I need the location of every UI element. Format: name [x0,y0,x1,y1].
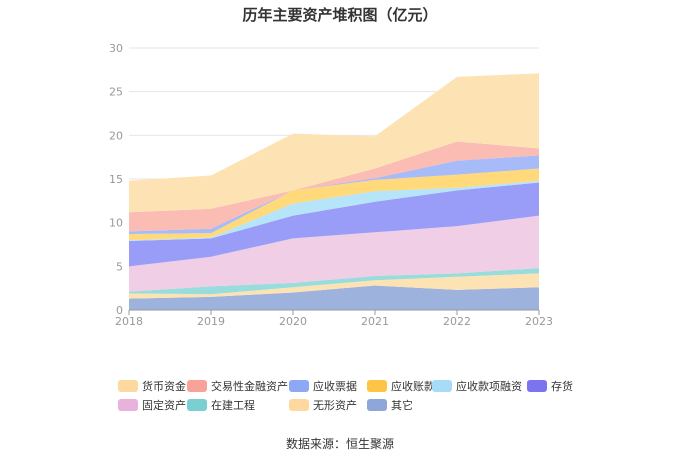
legend-item[interactable]: 应收款项融资 [432,379,522,393]
legend-item[interactable]: 其它 [367,398,413,412]
area-series-8[interactable] [129,141,539,232]
y-tick-label: 0 [116,304,123,317]
chart-title: 历年主要资产堆积图（亿元） [242,6,437,24]
x-tick-label: 2022 [443,315,471,328]
area-series-7[interactable] [129,155,539,235]
area-series-1[interactable] [129,273,539,299]
legend-label: 交易性金融资产 [211,379,288,393]
y-tick-label: 10 [109,217,123,230]
y-tick-label: 25 [109,86,123,99]
area-series-6[interactable] [129,168,539,241]
area-series-0[interactable] [129,285,539,310]
area-series-4[interactable] [129,182,539,267]
y-tick-label: 30 [109,42,123,55]
legend-swatch [367,399,387,411]
legend-swatch [118,399,138,411]
x-tick-label: 2023 [525,315,553,328]
axes: 0 5 10 15 20 25 30 2018 2019 2020 2021 2022 2023 [109,42,553,328]
area-series-2[interactable] [129,268,539,295]
legend-swatch [289,380,309,392]
legend-label: 存货 [551,379,573,393]
legend-swatch [118,380,138,392]
legend-label: 应收票据 [313,379,357,393]
legend-item[interactable]: 货币资金 [118,379,186,393]
data-source-note: 数据来源：恒生聚源 [286,436,394,451]
x-tick-label: 2020 [279,315,307,328]
legend-swatch [527,380,547,392]
legend-label: 无形资产 [313,398,357,412]
legend-label: 应收款项融资 [456,379,522,393]
legend-label: 货币资金 [142,379,186,393]
y-tick-label: 5 [116,260,123,273]
area-series-3[interactable] [129,215,539,292]
legend-swatch [367,380,387,392]
legend-swatch [187,399,207,411]
legend-item[interactable]: 存货 [527,379,573,393]
area-series [129,73,539,310]
y-tick-label: 15 [109,173,123,186]
legend-swatch [289,399,309,411]
y-tick-label: 20 [109,129,123,142]
x-tick-label: 2018 [115,315,143,328]
legend-item[interactable]: 应收票据 [289,379,357,393]
area-series-9[interactable] [129,73,539,213]
legend-item[interactable]: 无形资产 [289,398,357,412]
legend-label: 在建工程 [211,398,255,412]
legend-item[interactable]: 交易性金融资产 [187,379,288,393]
legend-label: 应收账款 [391,379,435,393]
x-tick-label: 2019 [197,315,225,328]
legend-label: 其它 [391,398,413,412]
legend-swatch [187,380,207,392]
legend-item[interactable]: 在建工程 [187,398,255,412]
legend-item[interactable]: 应收账款 [367,379,435,393]
legend-item[interactable]: 固定资产 [118,398,186,412]
x-tick-label: 2021 [361,315,389,328]
legend-swatch [432,380,452,392]
legend-label: 固定资产 [142,398,186,412]
